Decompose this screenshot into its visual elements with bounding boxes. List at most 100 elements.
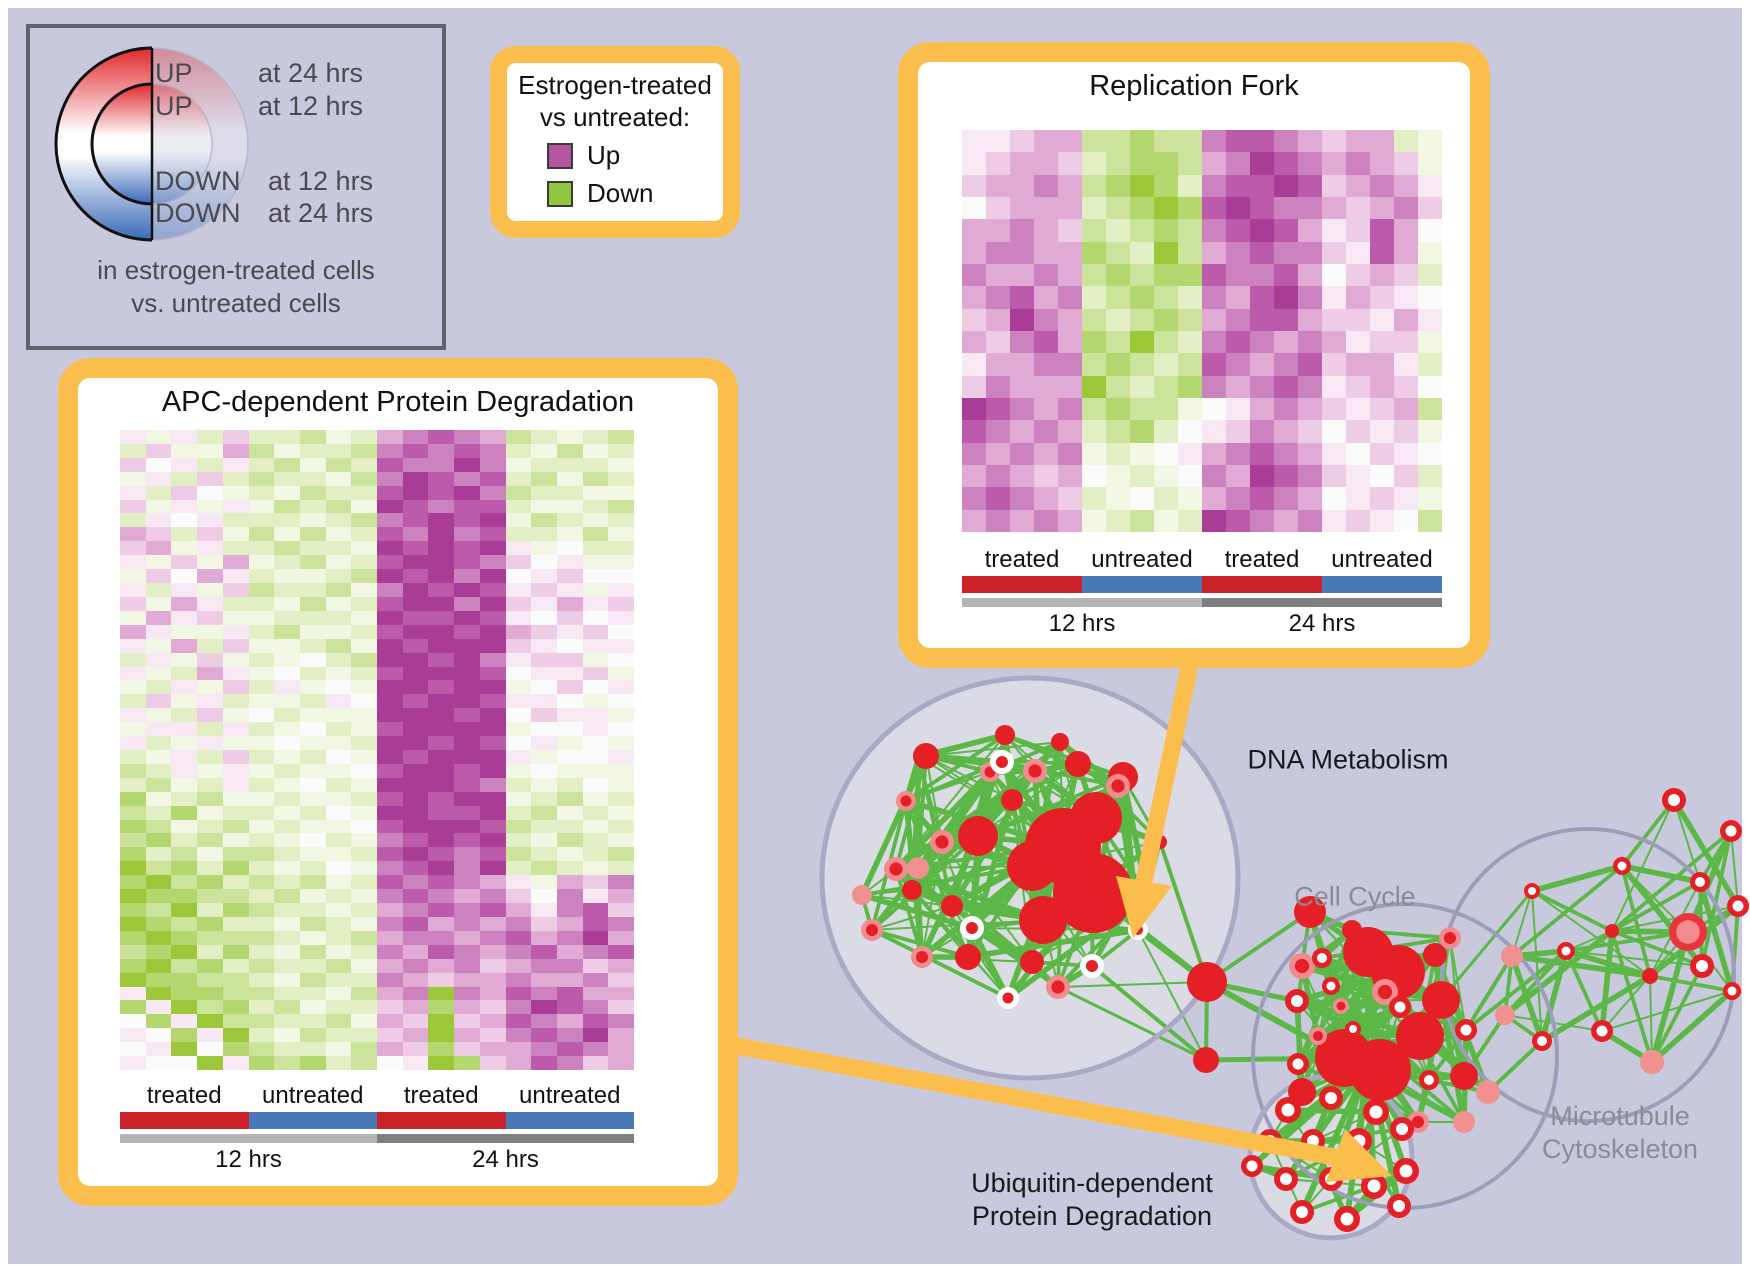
heatmap-cell [1010,219,1034,242]
apc-label-treated-24: treated [403,1082,479,1109]
heatmap-cell [1274,487,1298,510]
heatmap-cell [454,1000,480,1015]
heatmap-cell [299,708,326,723]
heatmap-cell [197,680,223,695]
heatmap-cell [145,819,172,834]
heatmap-cell [222,1014,249,1029]
heatmap-cell [145,958,172,973]
apc-heatmap [120,430,634,1070]
heatmap-cell [1202,487,1226,510]
heatmap-cell [582,624,609,639]
heatmap-cell [145,861,172,876]
heatmap-cell [1154,308,1178,331]
heatmap-cell [120,680,146,695]
up-label: Up [587,140,621,170]
heatmap-cell [1298,331,1322,354]
heatmap-cell [986,152,1010,175]
heatmap-cell [1274,286,1298,309]
heatmap-cell [1034,308,1058,331]
gene-node [1495,1005,1515,1025]
heatmap-cell [325,680,352,695]
heatmap-cell [1274,197,1298,220]
heatmap-cell [1154,174,1178,197]
heatmap-cell [299,527,326,542]
heatmap-cell [505,1042,532,1057]
heatmap-cell [299,1056,326,1070]
heatmap-cell [1370,509,1394,532]
heatmap-cell [556,430,583,444]
heatmap-cell [351,903,377,917]
heatmap-cell [145,791,172,806]
heatmap-cell [608,805,634,820]
heatmap-cell [222,722,249,737]
heatmap-cell [171,555,198,570]
heatmap-cell [1274,353,1298,376]
heatmap-cell [377,610,403,625]
ring-time-down-12: at 12 hrs [268,166,374,196]
heatmap-cell [1106,174,1130,197]
heatmap-cell [402,541,429,556]
heatmap-cell [454,471,480,486]
heatmap-cell [402,749,429,764]
heatmap-cell [197,1014,223,1029]
heatmap-cell [145,513,172,528]
heatmap-cell [505,555,532,570]
heatmap-cell [325,1042,352,1057]
heatmap-cell [479,847,506,862]
cluster-label: Microtubule Cytoskeleton [1541,1101,1699,1164]
heatmap-cell [197,610,223,625]
heatmap-cell [145,986,172,1001]
heatmap-cell [479,443,506,458]
heatmap-cell [454,610,480,625]
heatmap-cell [351,875,377,890]
heatmap-cell [505,708,532,723]
heatmap-cell [962,509,986,532]
heatmap-cell [1130,353,1154,376]
apc-time-label-24: 24 hrs [472,1146,539,1173]
heatmap-cell [120,583,146,597]
heatmap-cell [1202,331,1226,354]
heatmap-cell [120,457,146,472]
heatmap-cell [582,1042,609,1057]
heatmap-cell [505,471,532,486]
heatmap-cell [428,972,455,987]
apc-bar-treated-12 [120,1112,249,1129]
network-edge [1649,975,1653,1063]
heatmap-cell [582,541,609,556]
rf-time-label-12: 12 hrs [1048,610,1116,637]
heatmap-cell [505,944,532,959]
heatmap-cell [479,1056,506,1070]
heatmap-cell [325,555,352,570]
heatmap-cell [197,1056,223,1070]
heatmap-cell [248,986,275,1001]
heatmap-cell [1370,353,1394,376]
heatmap-cell [377,430,403,444]
heatmap-cell [1178,264,1202,287]
heatmap-cell [1346,375,1370,398]
heatmap-cell [479,569,506,584]
heatmap-cell [582,875,609,890]
heatmap-cell [171,1000,198,1015]
heatmap-cell [222,666,249,681]
heatmap-cell [1250,286,1274,309]
heatmap-cell [120,1028,146,1043]
heatmap-cell [377,972,403,987]
heatmap-cell [608,777,634,792]
heatmap-cell [479,527,506,542]
heatmap-cell [145,457,172,472]
heatmap-cell [1250,465,1274,488]
heatmap-cell [351,680,377,695]
heatmap-cell [428,708,455,723]
heatmap-cell [505,680,532,695]
heatmap-cell [454,875,480,890]
heatmap-cell [962,152,986,175]
heatmap-cell [608,666,634,681]
heatmap-cell [377,471,403,486]
ring-dir-down-12: DOWN [155,166,241,196]
heatmap-cell [479,652,506,667]
heatmap-cell [1298,398,1322,421]
heatmap-cell [505,1056,532,1070]
rf-group-labels: treated untreated treated untreated [962,546,1442,574]
heatmap-cell [145,596,172,611]
